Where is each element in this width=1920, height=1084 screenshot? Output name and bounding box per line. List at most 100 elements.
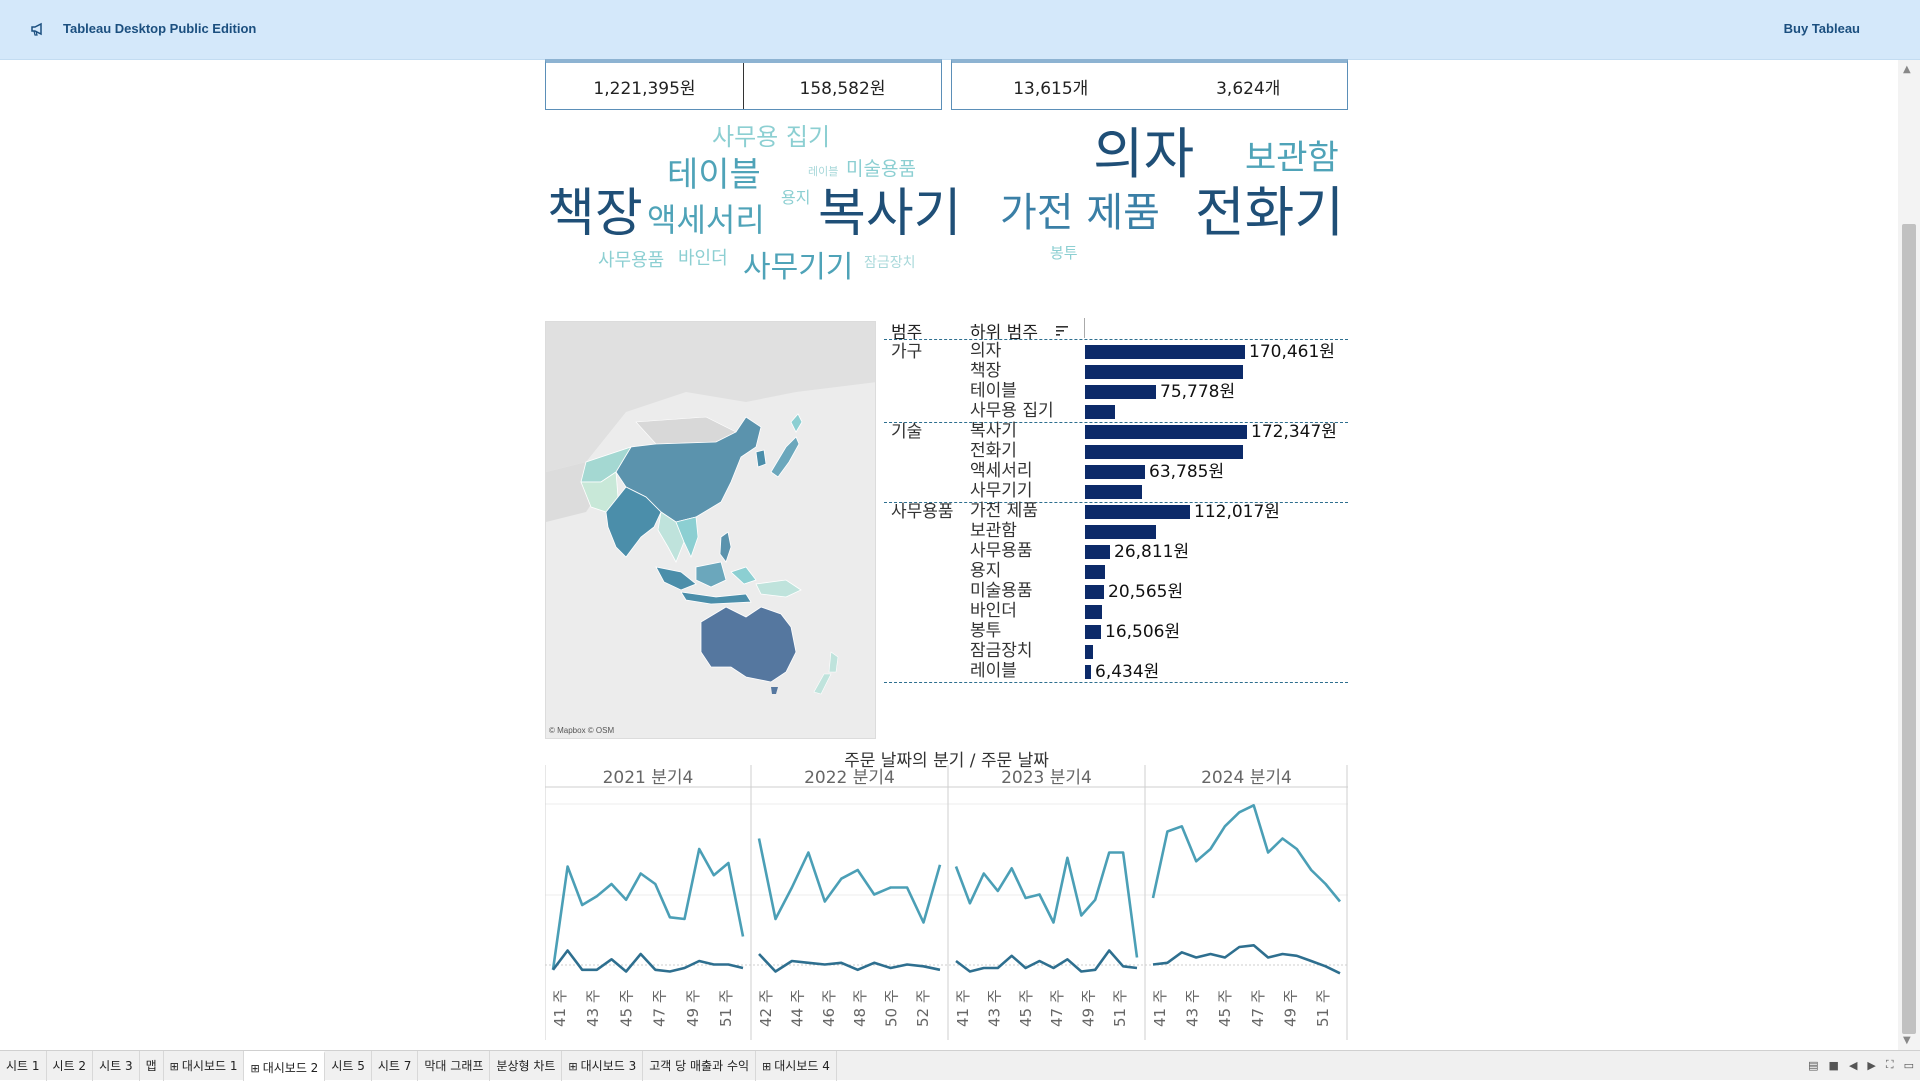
subcategory-label[interactable]: 잠금장치 (970, 641, 1033, 661)
bar[interactable] (1085, 505, 1190, 519)
scroll-up-icon[interactable]: ▲ (1903, 64, 1911, 75)
asia-pacific-map[interactable]: © Mapbox © OSM (545, 321, 876, 739)
bar[interactable] (1085, 525, 1156, 539)
word-cloud-item[interactable]: 잠금장치 (864, 255, 916, 271)
sheet-tab[interactable]: 고객 당 매출과 수익 (643, 1050, 757, 1081)
bar[interactable] (1085, 465, 1145, 479)
subcategory-label[interactable]: 미술용품 (970, 581, 1033, 601)
bar[interactable] (1085, 405, 1115, 419)
subcategory-label[interactable]: 사무용 집기 (970, 401, 1054, 421)
word-cloud-item[interactable]: 레이블 (808, 165, 839, 178)
bar[interactable] (1085, 385, 1156, 399)
megaphone-icon[interactable] (30, 21, 46, 37)
word-cloud-item[interactable]: 사무용품 (598, 250, 665, 271)
presentation-icon[interactable]: ▭ (1903, 1058, 1914, 1072)
series-line[interactable] (758, 953, 941, 973)
sheet-tab[interactable]: 시트 3 (93, 1050, 140, 1081)
x-tick-label: 45 주 (1216, 989, 1234, 1027)
subcategory-label[interactable]: 봉투 (970, 621, 1002, 641)
bar[interactable] (1085, 665, 1091, 679)
bar[interactable] (1085, 485, 1142, 499)
bar[interactable] (1085, 425, 1247, 439)
sheet-tab[interactable]: 분상형 차트 (490, 1050, 563, 1081)
bar[interactable] (1085, 645, 1093, 659)
sheet-tabs: 시트 1 시트 2 시트 3 맵 ⊞ 대시보드 1 ⊞ 대시보드 2 시트 5 시트 7 막대 그래… (0, 1050, 1920, 1081)
sort-icon[interactable] (1056, 326, 1068, 336)
x-tick-label: 52 주 (914, 989, 932, 1027)
subcategory-label[interactable]: 액세서리 (970, 461, 1033, 481)
series-line[interactable] (551, 847, 745, 970)
bar[interactable] (1085, 565, 1105, 579)
subcategory-label[interactable]: 사무기기 (970, 481, 1033, 501)
series-line[interactable] (1151, 803, 1342, 903)
word-cloud-item[interactable]: 전화기 (1195, 181, 1345, 244)
word-cloud-item[interactable]: 용지 (781, 188, 811, 207)
scroll-down-icon[interactable]: ▼ (1903, 1035, 1911, 1046)
subcategory-label[interactable]: 사무용품 (970, 541, 1033, 561)
word-cloud-item[interactable]: 사무기기 (743, 250, 854, 285)
bar[interactable] (1085, 545, 1110, 559)
x-tick-label: 51 주 (717, 989, 735, 1027)
tab-prev-icon[interactable]: ◀ (1848, 1058, 1858, 1072)
group-divider (884, 339, 1348, 340)
word-cloud-item[interactable]: 미술용품 (846, 158, 916, 180)
sheet-tab[interactable]: ⊞ 대시보드 2 (244, 1050, 326, 1081)
vertical-scrollbar[interactable]: ▲ ▼ (1898, 60, 1920, 1050)
subcategory-label[interactable]: 의자 (970, 341, 1002, 361)
header-category: 범주 (891, 323, 923, 343)
word-cloud-item[interactable]: 의자 (1093, 122, 1195, 186)
bar[interactable] (1085, 365, 1243, 379)
sheet-tab[interactable]: 시트 7 (372, 1050, 419, 1081)
category-label[interactable]: 가구 (891, 342, 923, 362)
word-cloud-item[interactable]: 사무용 집기 (712, 123, 831, 151)
series-line[interactable] (551, 949, 744, 973)
subcategory-label[interactable]: 테이블 (970, 381, 1017, 401)
bar[interactable] (1085, 605, 1102, 619)
header-subcategory[interactable]: 하위 범주 (970, 323, 1038, 343)
subcategory-label[interactable]: 용지 (970, 561, 1002, 581)
subcategory-label[interactable]: 복사기 (970, 421, 1017, 441)
header-divider (1084, 318, 1085, 338)
filmstrip-icon[interactable]: ▤ (1808, 1058, 1819, 1072)
bar[interactable] (1085, 625, 1101, 639)
word-cloud-item[interactable]: 봉투 (1050, 244, 1078, 262)
word-cloud-item[interactable]: 가전 제품 (1000, 190, 1160, 236)
word-cloud-item[interactable]: 액세서리 (647, 201, 765, 239)
category-label[interactable]: 사무용품 (891, 502, 954, 522)
category-label[interactable]: 기술 (891, 422, 923, 442)
series-line[interactable] (955, 949, 1138, 973)
word-cloud-item[interactable]: 책장 (547, 184, 643, 244)
subcategory-label[interactable]: 바인더 (970, 601, 1017, 621)
sheet-tab[interactable]: 시트 1 (0, 1050, 47, 1081)
bar[interactable] (1085, 585, 1104, 599)
bar[interactable] (1085, 445, 1243, 459)
subcategory-label[interactable]: 레이블 (970, 661, 1017, 681)
sheet-sorter-icon[interactable]: ■ (1828, 1058, 1839, 1072)
sheet-tab[interactable]: ⊞ 대시보드 4 (756, 1050, 837, 1081)
sheet-tab[interactable]: ⊞ 대시보드 3 (562, 1050, 644, 1081)
word-cloud-item[interactable]: 바인더 (678, 248, 728, 269)
scroll-thumb[interactable] (1902, 224, 1916, 1034)
subcategory-label[interactable]: 가전 제품 (970, 501, 1038, 521)
tab-next-icon[interactable]: ▶ (1867, 1058, 1876, 1072)
buy-tableau-link[interactable]: Buy Tableau (1783, 21, 1860, 36)
subcategory-label[interactable]: 보관함 (970, 521, 1017, 541)
panel-header: 2021 분기4 (603, 768, 694, 788)
sheet-tab-label: 시트 5 (331, 1058, 365, 1073)
series-line[interactable] (757, 838, 942, 924)
sheet-tab[interactable]: ⊞ 대시보드 1 (164, 1050, 245, 1081)
word-cloud-item[interactable]: 복사기 (818, 184, 962, 244)
word-cloud-item[interactable]: 보관함 (1245, 138, 1339, 178)
series-line[interactable] (1152, 944, 1341, 975)
series-line[interactable] (954, 851, 1139, 958)
sheet-tab[interactable]: 막대 그래프 (418, 1050, 491, 1081)
subcategory-label[interactable]: 전화기 (970, 441, 1017, 461)
subcategory-label[interactable]: 책장 (970, 361, 1002, 381)
fullscreen-icon[interactable]: ⛶ (1885, 1058, 1894, 1071)
sheet-tab-label: 맵 (145, 1058, 157, 1073)
bar[interactable] (1085, 345, 1245, 359)
word-cloud-item[interactable]: 테이블 (667, 155, 761, 195)
sheet-tab[interactable]: 시트 5 (325, 1050, 372, 1081)
sheet-tab[interactable]: 시트 2 (47, 1050, 94, 1081)
sheet-tab[interactable]: 맵 (140, 1050, 164, 1081)
